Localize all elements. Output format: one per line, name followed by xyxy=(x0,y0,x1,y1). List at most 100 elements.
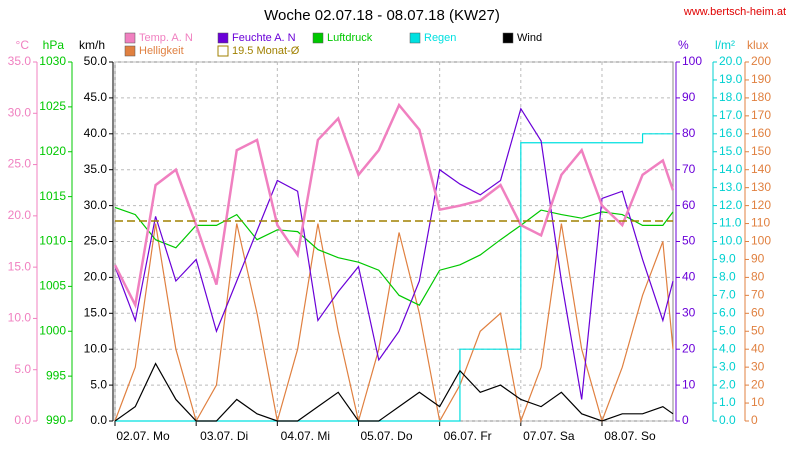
series-line xyxy=(114,223,674,424)
y-tick-label: 15.0 xyxy=(8,259,32,273)
y-tick-label: 60 xyxy=(751,305,765,319)
series-line xyxy=(115,133,673,422)
y-tick-label: 0.0 xyxy=(719,413,736,427)
y-tick-label: 20 xyxy=(751,377,765,391)
y-tick-label: 120 xyxy=(751,198,771,212)
x-tick-label: 05.07. Do xyxy=(360,429,412,443)
y-tick-label: 1010 xyxy=(39,234,66,248)
y-tick-label: 110 xyxy=(751,216,770,230)
y-tick-label: 3.0 xyxy=(719,359,736,373)
y-tick-label: 5.0 xyxy=(90,377,107,391)
axis-title: % xyxy=(678,38,689,52)
series-line xyxy=(114,362,674,422)
legend-swatch xyxy=(124,32,136,44)
legend-label: Temp. A. N xyxy=(139,32,193,44)
y-tick-label: 30.0 xyxy=(84,198,108,212)
legend-swatch xyxy=(217,32,229,44)
y-tick-label: 10.0 xyxy=(84,341,108,355)
y-tick-label: 30 xyxy=(682,305,696,319)
y-tick-label: 20.0 xyxy=(8,208,32,222)
y-tick-label: 1.0 xyxy=(719,395,736,409)
y-tick-label: 90 xyxy=(682,90,696,104)
y-tick-label: 30 xyxy=(751,359,765,373)
y-tick-label: 18.0 xyxy=(719,90,743,104)
legend-label: Regen xyxy=(424,32,456,44)
series-line xyxy=(113,102,675,310)
x-tick-label: 02.07. Mo xyxy=(116,429,170,443)
y-tick-label: 9.0 xyxy=(719,252,736,266)
y-tick-label: 140 xyxy=(751,162,771,176)
y-tick-label: 35.0 xyxy=(84,162,108,176)
y-tick-label: 160 xyxy=(751,126,771,140)
x-tick-label: 04.07. Mi xyxy=(281,429,330,443)
axis-title: hPa xyxy=(43,38,65,52)
y-tick-label: 20.0 xyxy=(719,54,743,68)
y-tick-label: 20 xyxy=(682,341,696,355)
y-tick-label: 4.0 xyxy=(719,341,736,355)
y-tick-label: 100 xyxy=(751,234,771,248)
y-tick-label: 1000 xyxy=(39,323,66,337)
y-tick-label: 50 xyxy=(751,323,765,337)
source-link: www.bertsch-heim.at xyxy=(683,6,786,18)
y-tick-label: 1020 xyxy=(39,144,66,158)
axis-title: °C xyxy=(16,38,30,52)
y-tick-label: 17.0 xyxy=(719,108,743,122)
y-tick-label: 130 xyxy=(751,180,771,194)
y-tick-label: 14.0 xyxy=(719,162,743,176)
y-tick-label: 40 xyxy=(682,270,696,284)
y-tick-label: 7.0 xyxy=(719,288,736,302)
legend-label: Feuchte A. N xyxy=(232,32,296,44)
y-tick-label: 50.0 xyxy=(84,54,108,68)
y-tick-label: 13.0 xyxy=(719,180,743,194)
x-tick-label: 03.07. Di xyxy=(200,429,248,443)
y-tick-label: 30.0 xyxy=(8,105,32,119)
legend-swatch xyxy=(312,32,324,44)
y-tick-label: 70 xyxy=(751,288,765,302)
y-tick-label: 8.0 xyxy=(719,270,736,284)
y-tick-label: 2.0 xyxy=(719,377,736,391)
x-tick-label: 07.07. Sa xyxy=(523,429,575,443)
y-tick-label: 80 xyxy=(751,270,765,284)
y-tick-label: 995 xyxy=(46,368,66,382)
legend-label: Wind xyxy=(517,32,542,44)
y-tick-label: 45.0 xyxy=(84,90,108,104)
y-tick-label: 0.0 xyxy=(14,413,31,427)
series-line xyxy=(114,107,674,400)
y-tick-label: 16.0 xyxy=(719,126,743,140)
legend-label: Helligkeit xyxy=(139,45,184,57)
y-tick-label: 10.0 xyxy=(719,234,743,248)
legend-label: Luftdruck xyxy=(327,32,373,44)
y-tick-label: 50 xyxy=(682,234,696,248)
y-tick-label: 10 xyxy=(682,377,696,391)
y-tick-label: 1025 xyxy=(39,99,66,113)
axis-title: km/h xyxy=(79,38,105,52)
y-tick-label: 0 xyxy=(682,413,689,427)
y-tick-label: 40 xyxy=(751,341,765,355)
legend-swatch xyxy=(502,32,514,44)
legend-swatch xyxy=(217,45,229,57)
y-tick-label: 1030 xyxy=(39,54,66,68)
y-tick-label: 15.0 xyxy=(84,305,108,319)
y-tick-label: 6.0 xyxy=(719,305,736,319)
y-tick-label: 15.0 xyxy=(719,144,743,158)
legend-label: 19.5 Monat-Ø xyxy=(232,45,300,57)
y-tick-label: 170 xyxy=(751,108,771,122)
y-tick-label: 35.0 xyxy=(8,54,32,68)
y-tick-label: 70 xyxy=(682,162,696,176)
y-tick-label: 200 xyxy=(751,54,771,68)
y-tick-label: 60 xyxy=(682,198,696,212)
x-tick-label: 08.07. So xyxy=(604,429,656,443)
y-tick-label: 90 xyxy=(751,252,765,266)
axis-title: l/m² xyxy=(715,38,735,52)
y-tick-label: 25.0 xyxy=(84,234,108,248)
legend-swatch xyxy=(409,32,421,44)
legend-swatch xyxy=(124,45,136,57)
y-tick-label: 1015 xyxy=(39,189,66,203)
y-tick-label: 0 xyxy=(751,413,758,427)
y-tick-label: 80 xyxy=(682,126,696,140)
y-tick-label: 25.0 xyxy=(8,157,32,171)
y-tick-label: 0.0 xyxy=(90,413,107,427)
y-tick-label: 150 xyxy=(751,144,771,158)
